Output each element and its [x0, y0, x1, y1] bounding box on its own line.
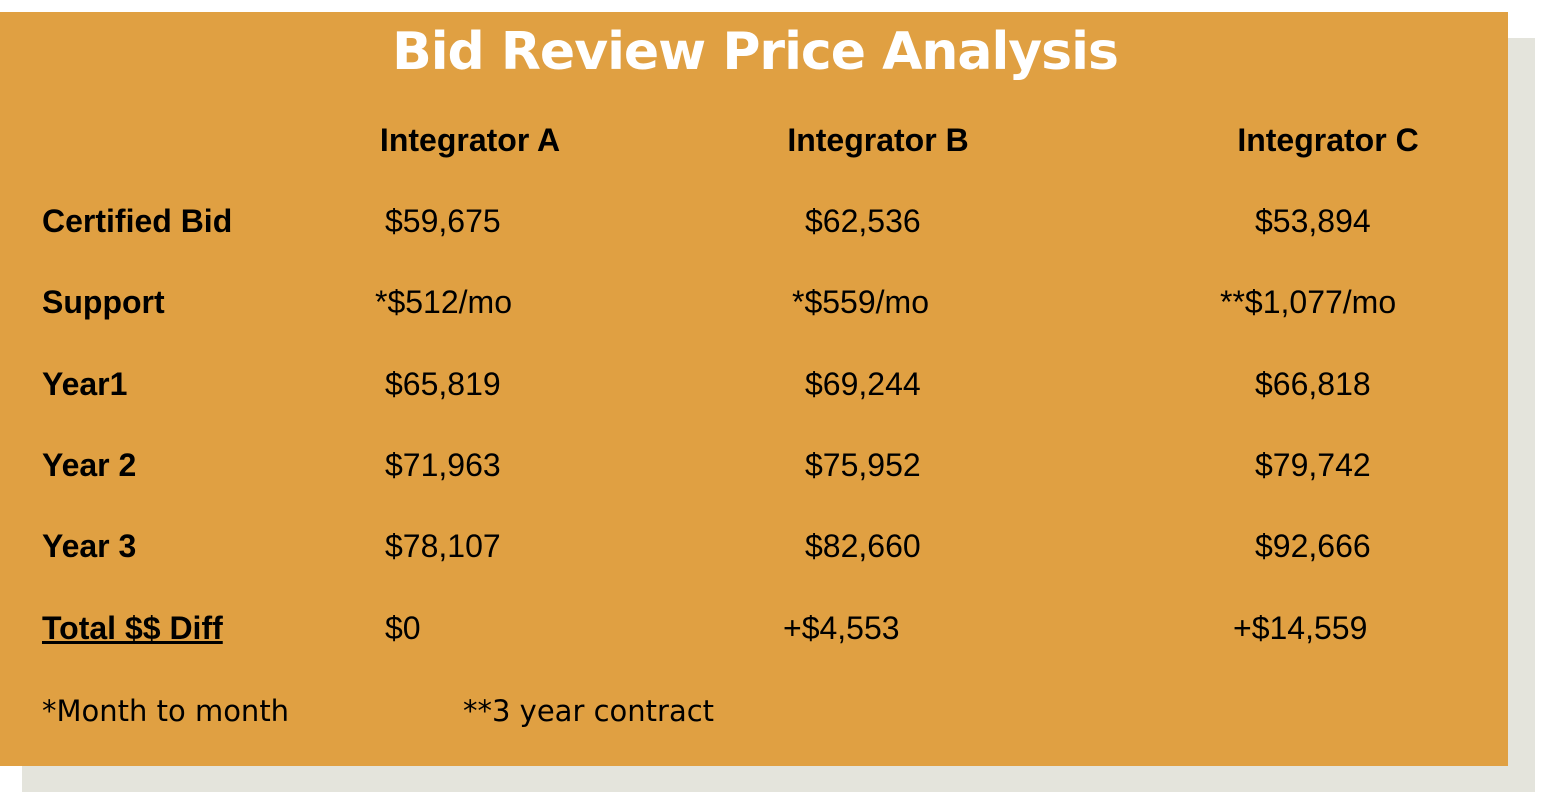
footnote: **3 year contract: [463, 694, 715, 728]
cell: $78,107: [385, 528, 501, 564]
cell: $66,818: [1255, 366, 1371, 402]
row-label: Support: [42, 284, 165, 320]
row-label: Year 2: [42, 447, 137, 483]
cell: *$559/mo: [792, 284, 929, 320]
cell: $82,660: [805, 528, 921, 564]
row-label: Year 3: [42, 528, 137, 564]
cell: $71,963: [385, 447, 501, 483]
row-label: Total $$ Diff: [42, 610, 223, 646]
cell: $92,666: [1255, 528, 1371, 564]
cell: $69,244: [805, 366, 921, 402]
footnote: *Month to month: [42, 694, 290, 728]
cell: +$4,553: [783, 610, 900, 646]
row-label: Year1: [42, 366, 128, 402]
cell: $0: [385, 610, 421, 646]
cell: **$1,077/mo: [1220, 284, 1397, 320]
title: Bid Review Price Analysis: [392, 22, 1119, 82]
cell: $65,819: [385, 366, 501, 402]
row-label: Certified Bid: [42, 203, 233, 239]
column-header: Integrator A: [379, 122, 561, 158]
cell: *$512/mo: [375, 284, 512, 320]
cell: +$14,559: [1233, 610, 1368, 646]
cell: $62,536: [805, 203, 921, 239]
cell: $75,952: [805, 447, 921, 483]
cell: $79,742: [1255, 447, 1371, 483]
column-header: Integrator B: [787, 122, 969, 158]
cell: $59,675: [385, 203, 501, 239]
column-header: Integrator C: [1237, 122, 1419, 158]
cell: $53,894: [1255, 203, 1371, 239]
card: [0, 12, 1508, 766]
